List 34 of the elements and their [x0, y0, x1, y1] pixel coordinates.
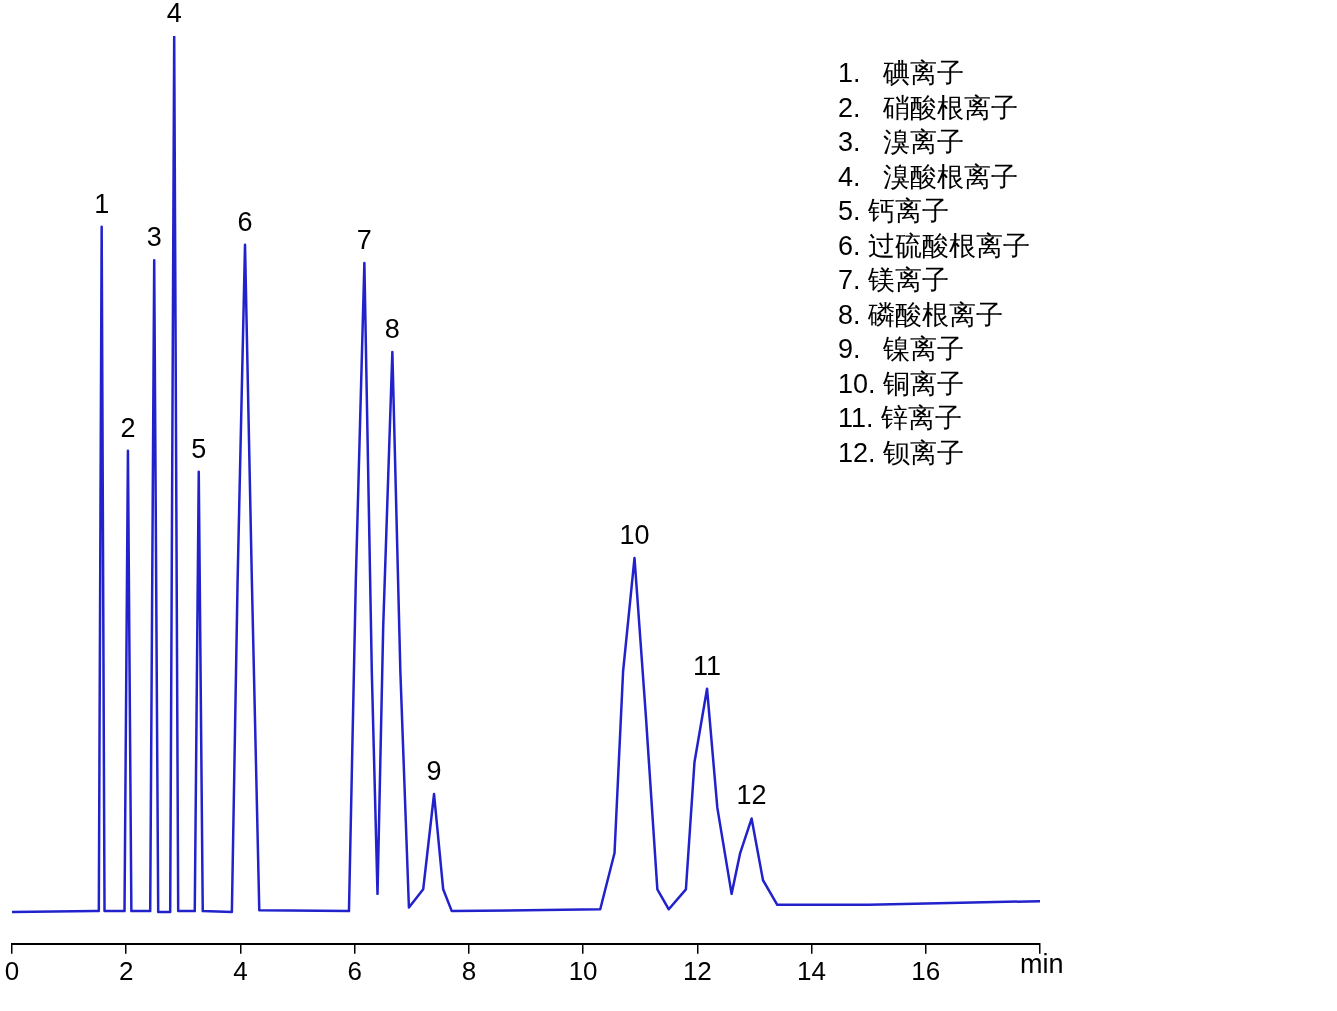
- annotation: 10: [619, 519, 650, 550]
- annotation: 9: [426, 755, 442, 786]
- annotation: 11. 锌离子: [838, 402, 964, 435]
- x-tick-label: 8: [461, 955, 477, 986]
- annotation: 10. 铜离子: [838, 367, 966, 401]
- annotation: 2. 硝酸根离子: [838, 91, 1020, 125]
- x-tick-label: 16: [911, 955, 941, 986]
- annotation: 1: [94, 188, 110, 219]
- x-tick-label: 14: [797, 955, 827, 986]
- annotation: 4. 溴酸根离子: [838, 160, 1020, 194]
- x-tick-label: 10: [568, 955, 598, 986]
- annotation: 3. 溴离子: [838, 126, 966, 159]
- x-tick-label: 6: [347, 955, 362, 986]
- x-axis-title: min: [1020, 948, 1064, 979]
- annotation: 2: [120, 412, 136, 443]
- annotation: 9. 镍离子: [838, 333, 966, 366]
- annotation: 8. 磷酸根离子: [838, 298, 1005, 332]
- x-tick-label: 12: [682, 955, 712, 986]
- annotation: 7. 镁离子: [838, 264, 951, 297]
- annotation: 1. 碘离子: [838, 57, 966, 90]
- annotation: 11: [693, 650, 722, 681]
- annotation: 4: [166, 0, 182, 28]
- annotation: 7: [356, 224, 372, 255]
- annotation: 8: [384, 313, 400, 344]
- x-tick-label: 4: [233, 955, 248, 986]
- x-tick-label: 0: [4, 955, 20, 986]
- annotation: 5: [191, 433, 207, 464]
- annotation: 12: [736, 780, 767, 811]
- x-tick-label: 2: [118, 955, 134, 986]
- annotation: 6. 过硫酸根离子: [838, 229, 1031, 263]
- annotation: 12. 钡离子: [838, 436, 966, 470]
- annotation: 3: [146, 222, 162, 253]
- annotation: 6: [237, 206, 253, 237]
- annotation: 5. 钙离子: [838, 195, 951, 228]
